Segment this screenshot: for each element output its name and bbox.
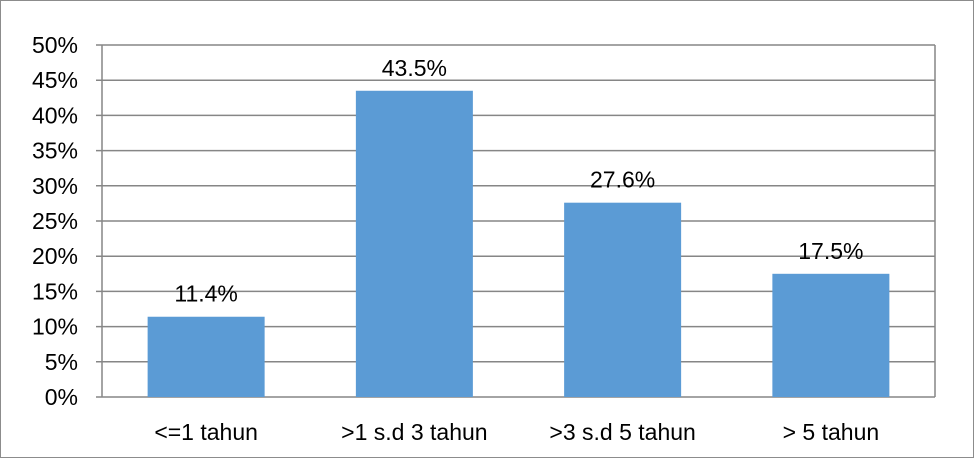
x-category-label: >1 s.d 3 tahun	[341, 419, 487, 445]
y-tick-label: 20%	[32, 243, 78, 269]
y-tick-label: 10%	[32, 314, 78, 340]
y-tick-label: 15%	[32, 278, 78, 304]
y-tick-label: 0%	[45, 384, 78, 410]
bar	[147, 316, 265, 397]
bar	[772, 273, 890, 397]
bar	[564, 202, 682, 397]
y-tick-label: 45%	[32, 67, 78, 93]
y-tick-label: 5%	[45, 349, 78, 375]
y-tick-label: 40%	[32, 102, 78, 128]
x-category-label: >3 s.d 5 tahun	[549, 419, 695, 445]
y-tick-label: 35%	[32, 138, 78, 164]
y-tick-label: 30%	[32, 173, 78, 199]
data-label: 11.4%	[174, 281, 238, 307]
y-tick-label: 50%	[32, 32, 78, 58]
y-tick-label: 25%	[32, 208, 78, 234]
x-category-label: > 5 tahun	[783, 419, 880, 445]
x-category-label: <=1 tahun	[154, 419, 258, 445]
bar	[355, 90, 473, 397]
data-label: 27.6%	[590, 167, 655, 193]
data-label: 43.5%	[382, 55, 447, 81]
data-label: 17.5%	[798, 238, 863, 264]
